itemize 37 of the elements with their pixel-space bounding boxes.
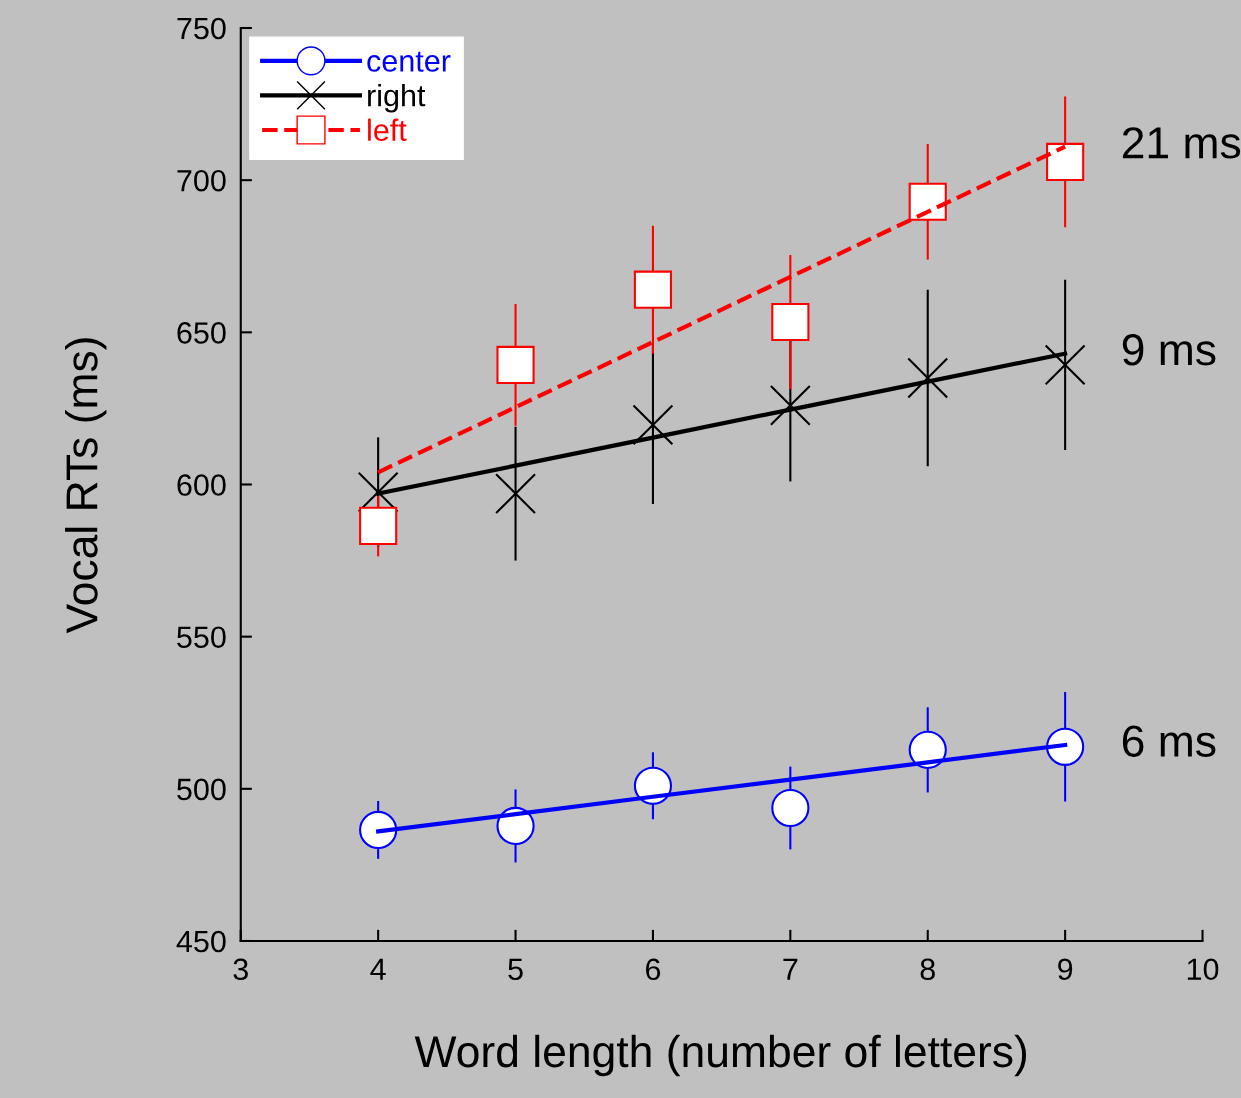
- point: [359, 810, 398, 849]
- y-axis-title: Vocal RTs (ms): [65, 338, 107, 634]
- point: [769, 384, 811, 426]
- point: [633, 270, 673, 309]
- point: [771, 302, 810, 342]
- annotation: 9 ms: [1122, 334, 1216, 366]
- x-axis-title: Word length (number of letters): [414, 1034, 1027, 1077]
- legend-label: center: [367, 51, 451, 72]
- x-tick-label: 9: [1058, 958, 1073, 981]
- x-tick-label: 10: [1187, 958, 1219, 981]
- point: [495, 473, 537, 515]
- y-tick-label: 700: [177, 169, 226, 192]
- y-tick-label: 600: [177, 474, 226, 496]
- y-tick-label: 450: [176, 930, 226, 953]
- point: [632, 404, 674, 446]
- x-tick-label: 8: [920, 958, 935, 981]
- point: [771, 788, 810, 828]
- point: [1044, 344, 1086, 386]
- y-tick-label: 550: [177, 626, 226, 649]
- x-tick-label: 4: [370, 958, 386, 980]
- point: [908, 182, 947, 221]
- point: [1046, 142, 1085, 181]
- x-tick-label: 7: [783, 958, 798, 980]
- point: [359, 506, 398, 545]
- y-tick-label: 650: [177, 322, 226, 344]
- x-tick-label: 5: [508, 958, 523, 981]
- annotation: 6 ms: [1122, 725, 1216, 757]
- legend-label: left: [368, 118, 407, 142]
- point: [496, 345, 535, 384]
- point: [907, 357, 949, 399]
- point: [1046, 727, 1085, 766]
- x-tick-label: 3: [233, 958, 248, 981]
- y-tick-label: 500: [177, 778, 226, 801]
- annotation: 21 ms: [1122, 127, 1241, 159]
- y-tick-label: 750: [177, 17, 226, 40]
- x-tick-label: 6: [646, 958, 661, 981]
- legend-label: right: [368, 83, 426, 113]
